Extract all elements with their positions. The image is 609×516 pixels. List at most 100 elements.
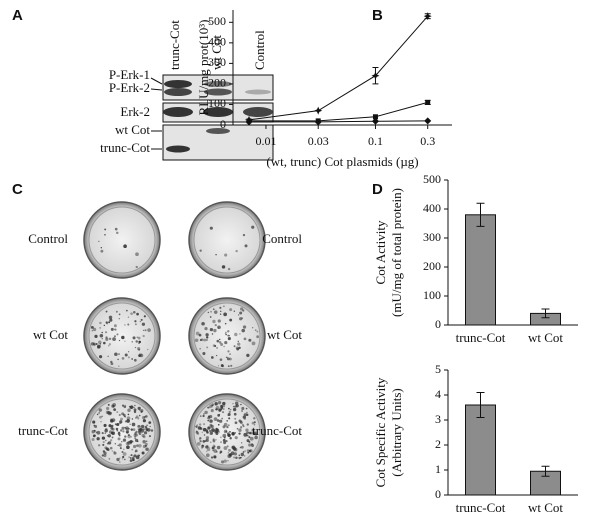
colony bbox=[119, 447, 122, 450]
colony bbox=[223, 345, 225, 348]
colony bbox=[108, 343, 111, 346]
colony bbox=[115, 427, 119, 431]
colony bbox=[251, 421, 255, 425]
line bbox=[249, 101, 428, 122]
colony bbox=[211, 430, 213, 432]
colony bbox=[98, 412, 100, 414]
colony bbox=[205, 436, 210, 440]
colony bbox=[100, 249, 104, 253]
colony bbox=[217, 401, 222, 405]
colony bbox=[99, 355, 103, 359]
colony bbox=[205, 453, 210, 458]
colony bbox=[108, 321, 111, 324]
colony bbox=[137, 430, 141, 434]
colony bbox=[104, 432, 106, 434]
colony bbox=[140, 409, 144, 413]
colony bbox=[227, 337, 231, 341]
colony bbox=[211, 446, 215, 450]
colony bbox=[232, 402, 234, 405]
colony bbox=[237, 342, 241, 346]
colony bbox=[198, 423, 202, 426]
colony bbox=[132, 428, 136, 431]
colony bbox=[212, 344, 216, 348]
colony bbox=[202, 351, 206, 356]
x-tick-label: wt Cot bbox=[528, 330, 563, 345]
colony bbox=[127, 441, 131, 445]
colony bbox=[206, 450, 208, 452]
dish-rim bbox=[88, 206, 156, 274]
colony bbox=[128, 351, 130, 353]
colony bbox=[227, 414, 229, 417]
colony bbox=[98, 444, 101, 447]
colony bbox=[225, 439, 228, 443]
colony bbox=[220, 310, 222, 313]
y-tick-label: 300 bbox=[423, 230, 441, 244]
colony bbox=[254, 435, 258, 440]
colony bbox=[256, 335, 260, 339]
colony bbox=[103, 341, 106, 345]
colony bbox=[202, 440, 206, 443]
colony bbox=[242, 425, 245, 428]
colony bbox=[96, 430, 101, 435]
colony bbox=[116, 411, 119, 414]
band-label: trunc-Cot bbox=[100, 140, 150, 155]
colony bbox=[232, 405, 235, 408]
colony bbox=[127, 408, 131, 412]
colony bbox=[201, 444, 204, 447]
colony bbox=[223, 446, 228, 450]
colony bbox=[133, 310, 136, 314]
colony bbox=[118, 443, 122, 447]
colony bbox=[113, 451, 117, 455]
colony bbox=[249, 432, 252, 435]
colony bbox=[95, 342, 98, 346]
colony bbox=[217, 325, 221, 330]
colony bbox=[247, 451, 250, 454]
colony bbox=[137, 347, 141, 351]
colony bbox=[136, 336, 139, 339]
colony bbox=[219, 358, 223, 361]
colony bbox=[241, 410, 243, 412]
colony bbox=[217, 319, 221, 323]
colony bbox=[253, 423, 256, 426]
colony bbox=[195, 431, 199, 434]
colony bbox=[214, 446, 216, 448]
colony bbox=[109, 411, 112, 415]
colony bbox=[121, 451, 124, 454]
colony bbox=[214, 323, 217, 327]
colony bbox=[201, 447, 203, 449]
western-blot: trunc-Cot wt Cot Control P-Erk-1 P-Erk-2… bbox=[100, 20, 274, 161]
colony bbox=[239, 446, 242, 449]
colony bbox=[211, 333, 214, 335]
colony bbox=[205, 429, 209, 433]
colony bbox=[239, 317, 243, 321]
colony bbox=[207, 419, 209, 422]
colony bbox=[244, 455, 246, 457]
colony bbox=[99, 415, 102, 419]
colony bbox=[212, 444, 216, 448]
colony bbox=[144, 444, 148, 448]
colony bbox=[127, 323, 130, 326]
colony bbox=[199, 249, 202, 252]
colony bbox=[111, 436, 114, 439]
colony bbox=[210, 456, 214, 459]
colony bbox=[199, 437, 202, 440]
colony bbox=[195, 331, 200, 336]
colony bbox=[131, 458, 135, 462]
colony bbox=[229, 353, 231, 355]
colony bbox=[235, 456, 238, 460]
colony bbox=[228, 407, 230, 410]
colony bbox=[197, 426, 202, 430]
panel-letter: D bbox=[372, 181, 383, 198]
colony bbox=[125, 430, 130, 434]
colony bbox=[110, 327, 114, 331]
lane-label: wt Cot bbox=[209, 35, 224, 70]
y-tick-label: 3 bbox=[435, 412, 441, 426]
colony bbox=[253, 431, 258, 436]
colony bbox=[123, 448, 125, 451]
colony bbox=[226, 445, 229, 448]
colony bbox=[213, 455, 217, 459]
colony bbox=[234, 421, 238, 425]
colony bbox=[123, 405, 127, 409]
colony bbox=[240, 307, 244, 311]
colony bbox=[121, 404, 125, 407]
